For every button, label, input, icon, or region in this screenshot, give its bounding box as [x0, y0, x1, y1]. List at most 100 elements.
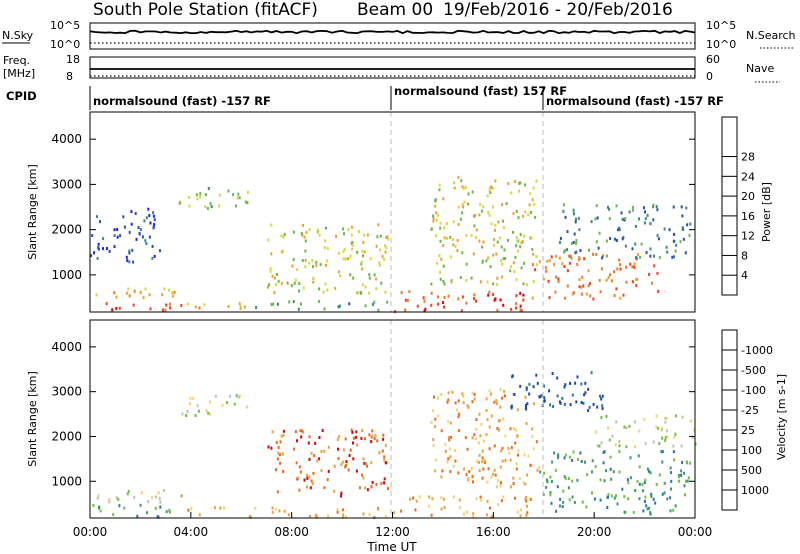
freq-unit-label: [MHz]: [3, 67, 35, 80]
echo-cell: [584, 381, 587, 385]
echo-cell: [387, 487, 389, 491]
echo-cell: [148, 235, 151, 239]
echo-cell: [485, 433, 488, 437]
echo-cell: [205, 409, 208, 413]
echo-cell: [408, 290, 411, 294]
echo-cell: [556, 394, 559, 398]
echo-cell: [440, 507, 443, 511]
echo-cell: [526, 511, 529, 515]
echo-cell: [575, 250, 578, 254]
echo-cell: [664, 436, 667, 440]
echo-cell: [658, 442, 661, 446]
echo-cell: [371, 429, 374, 433]
echo-cell: [406, 298, 409, 302]
echo-cell: [237, 192, 240, 196]
echo-cell: [534, 215, 537, 219]
echo-cell: [151, 496, 154, 500]
echo-cell: [563, 403, 566, 406]
echo-cell: [145, 216, 148, 220]
echo-cell: [595, 430, 598, 434]
echo-cell: [593, 497, 596, 501]
echo-cell: [642, 489, 645, 493]
echo-cell: [553, 263, 555, 266]
echo-cell: [578, 256, 581, 259]
echo-cell: [591, 491, 593, 495]
echo-cell: [661, 450, 664, 454]
echo-cell: [269, 267, 272, 270]
echo-cell: [360, 260, 363, 264]
echo-cell: [281, 249, 284, 253]
echo-cell: [644, 217, 647, 221]
echo-cell: [139, 228, 142, 231]
echo-cell: [440, 429, 443, 433]
echo-cell: [652, 497, 655, 501]
echo-cell: [592, 252, 594, 256]
echo-cell: [562, 489, 565, 493]
echo-cell: [535, 373, 538, 377]
echo-cell: [573, 212, 575, 216]
power-colorbar-label: Power [dB]: [760, 182, 773, 242]
echo-cell: [683, 484, 686, 488]
echo-cell: [318, 287, 321, 291]
echo-cell: [526, 283, 528, 287]
echo-cell: [102, 247, 104, 251]
colorbar-tick: 1000: [741, 484, 769, 497]
echo-cell: [533, 202, 536, 206]
echo-cell: [618, 470, 621, 474]
echo-cell: [435, 211, 438, 215]
colorbar-tick: 25: [741, 424, 755, 437]
echo-cell: [373, 437, 376, 440]
echo-cell: [352, 441, 354, 445]
echo-cell: [670, 471, 673, 475]
echo-cell: [482, 205, 485, 209]
echo-cell: [575, 217, 577, 221]
echo-cell: [519, 233, 522, 237]
echo-cell: [337, 447, 340, 451]
echo-cell: [690, 419, 693, 423]
echo-cell: [557, 280, 560, 284]
sky-tick-low: 10^0: [50, 38, 80, 51]
echo-cell: [326, 478, 329, 482]
echo-cell: [148, 293, 151, 297]
echo-cell: [435, 234, 437, 238]
echo-cell: [437, 302, 439, 306]
echo-cell: [312, 471, 315, 475]
echo-cell: [142, 296, 145, 300]
echo-cell: [563, 456, 566, 460]
echo-cell: [602, 461, 605, 465]
echo-cell: [689, 461, 692, 465]
echo-cell: [218, 193, 221, 197]
echo-cell: [519, 245, 522, 249]
echo-cell: [516, 239, 519, 243]
echo-cell: [638, 465, 641, 469]
echo-cell: [363, 233, 366, 237]
echo-cell: [488, 425, 491, 429]
echo-cell: [566, 230, 569, 234]
echo-cell: [348, 302, 351, 306]
echo-cell: [532, 447, 535, 451]
echo-cell: [493, 238, 496, 242]
echo-cell: [169, 306, 171, 310]
echo-cell: [575, 241, 578, 245]
echo-cell: [520, 508, 522, 512]
echo-cell: [585, 292, 588, 296]
echo-cell: [272, 302, 274, 306]
echo-cell: [504, 434, 507, 438]
echo-cell: [196, 197, 199, 201]
echo-cell: [172, 294, 174, 298]
echo-cell: [457, 471, 460, 475]
echo-cell: [456, 249, 459, 253]
echo-cell: [514, 255, 517, 259]
echo-cell: [430, 282, 433, 286]
echo-cell: [548, 296, 551, 300]
echo-cell: [375, 277, 378, 281]
echo-cell: [356, 443, 359, 447]
echo-cell: [99, 220, 101, 224]
echo-cell: [206, 206, 209, 210]
echo-cell: [549, 491, 552, 495]
echo-cell: [91, 234, 94, 237]
echo-cell: [601, 404, 604, 408]
echo-cell: [473, 297, 475, 301]
echo-cell: [96, 215, 98, 219]
echo-cell: [577, 216, 580, 220]
